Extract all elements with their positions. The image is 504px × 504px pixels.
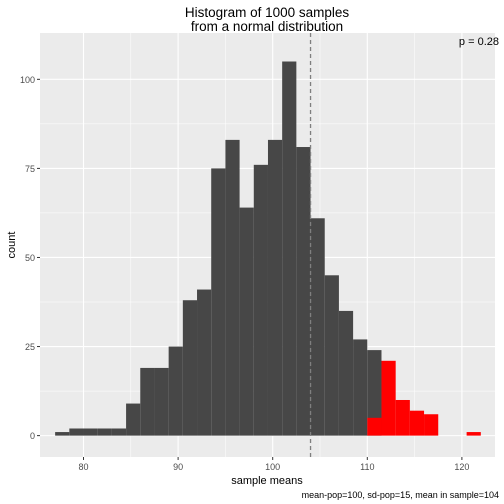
histogram-bar — [310, 218, 325, 436]
histogram-bar — [182, 300, 198, 436]
histogram-bar — [253, 164, 268, 436]
x-axis-label: sample means — [231, 475, 303, 487]
histogram-bar — [168, 346, 183, 436]
histogram-bar — [225, 139, 240, 436]
histogram-bars — [55, 61, 481, 436]
histogram-bar — [338, 310, 354, 436]
histogram-bar-tail — [381, 360, 396, 436]
x-tick-label: 120 — [454, 462, 469, 472]
x-axis-ticks: 80 90 100 110 120 — [79, 457, 469, 472]
histogram-bar — [197, 289, 212, 436]
histogram-bar — [140, 367, 155, 436]
histogram-bar — [282, 61, 297, 436]
x-tick-label: 90 — [173, 462, 183, 472]
histogram-bar — [324, 275, 339, 436]
y-axis-label: count — [6, 232, 18, 259]
histogram-bar-tail — [424, 414, 439, 436]
histogram-bar-tail — [409, 410, 425, 436]
histogram-bar — [154, 367, 169, 436]
histogram-bar — [97, 428, 112, 436]
y-tick-label: 0 — [30, 431, 35, 441]
y-tick-label: 25 — [25, 342, 35, 352]
histogram-bar-tail — [466, 432, 481, 436]
histogram-bar — [83, 428, 98, 436]
histogram-bar — [296, 147, 311, 436]
y-tick-label: 50 — [25, 253, 35, 263]
histogram-bar — [353, 339, 368, 436]
y-tick-label: 75 — [25, 164, 35, 174]
chart-title-line-1: Histogram of 1000 samples — [185, 5, 350, 20]
histogram-bar — [55, 432, 70, 436]
chart-caption: mean-pop=100, sd-pop=15, mean in sample=… — [302, 490, 499, 500]
histogram-bar-tail — [395, 399, 410, 436]
histogram-bar — [367, 350, 382, 436]
x-tick-label: 110 — [360, 462, 374, 472]
histogram-bar-tail — [367, 417, 382, 436]
histogram-bar — [211, 168, 226, 436]
y-tick-label: 100 — [20, 75, 35, 85]
histogram-bar — [69, 428, 84, 436]
histogram-bar — [111, 428, 127, 436]
x-tick-label: 80 — [79, 462, 89, 472]
y-axis-ticks: 0 25 50 75 100 — [20, 75, 40, 441]
x-tick-label: 100 — [265, 462, 280, 472]
histogram-bar — [267, 139, 283, 436]
chart-title-line-2: from a normal distribution — [191, 19, 343, 34]
histogram-bar — [239, 207, 254, 436]
histogram-bar — [126, 403, 141, 436]
p-value-annotation: p = 0.28 — [459, 36, 499, 48]
